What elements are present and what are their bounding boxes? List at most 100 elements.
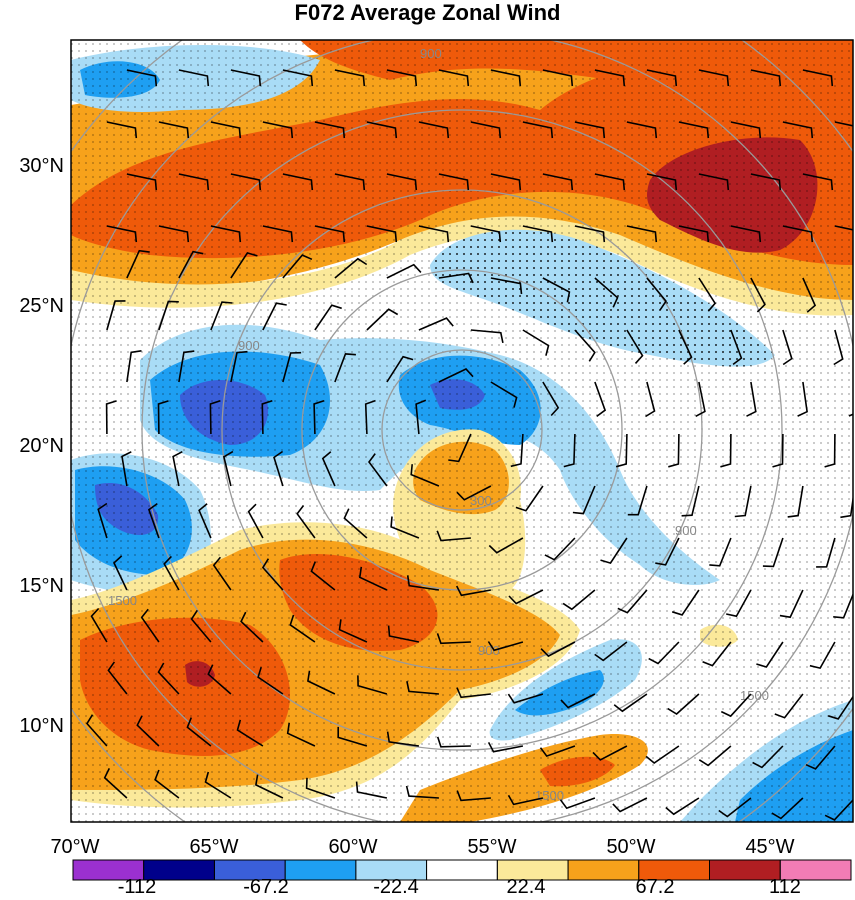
wind-barb bbox=[645, 381, 656, 418]
wind-barb bbox=[262, 121, 294, 139]
wind-barb bbox=[415, 399, 427, 435]
wind-barb bbox=[338, 619, 368, 643]
lon-label-50w: 50°W bbox=[606, 836, 655, 858]
distance-ring bbox=[381, 349, 543, 511]
wind-barb bbox=[805, 745, 836, 770]
wind-barb bbox=[782, 329, 793, 366]
wind-barb bbox=[418, 225, 450, 243]
wind-barb bbox=[358, 566, 388, 591]
wind-barb bbox=[222, 450, 234, 487]
wind-barb bbox=[364, 399, 376, 435]
wind-barb bbox=[357, 675, 388, 695]
wind-barb bbox=[105, 400, 117, 435]
wind-barb bbox=[720, 693, 752, 718]
wind-barb bbox=[726, 589, 752, 618]
wind-barb bbox=[626, 329, 644, 364]
ring-label: 1500 bbox=[108, 593, 137, 608]
wind-barb bbox=[522, 121, 554, 139]
ring-label: 300 bbox=[470, 493, 492, 508]
wind-barb bbox=[438, 69, 470, 87]
wind-barb bbox=[334, 173, 366, 191]
wind-barb bbox=[418, 121, 450, 139]
wind-barb bbox=[515, 485, 544, 512]
wind-barb bbox=[286, 722, 316, 747]
wind-barb bbox=[210, 301, 233, 331]
lat-label-30n: 30°N bbox=[19, 155, 64, 177]
wind-barb bbox=[787, 485, 804, 518]
wind-barb bbox=[386, 69, 418, 87]
wind-barb bbox=[438, 272, 474, 284]
wind-barb bbox=[646, 277, 667, 311]
lon-label-60w: 60°W bbox=[328, 836, 377, 858]
wind-barb bbox=[802, 173, 834, 191]
wind-barb bbox=[594, 69, 626, 87]
colorbar-swatch bbox=[567, 859, 640, 881]
wind-barb bbox=[136, 715, 160, 747]
colorbar-swatch bbox=[426, 859, 498, 881]
wind-barb bbox=[746, 381, 757, 417]
wind-barb bbox=[438, 173, 470, 191]
wind-barb bbox=[386, 355, 414, 383]
wind-barb bbox=[522, 329, 550, 356]
wind-barb bbox=[648, 641, 680, 665]
wind-barb bbox=[470, 329, 504, 344]
wind-barb bbox=[448, 433, 472, 463]
wind-barb bbox=[562, 589, 596, 611]
wind-barb bbox=[698, 173, 730, 191]
wind-barb bbox=[490, 277, 523, 295]
wind-barb bbox=[107, 661, 128, 695]
wind-barb bbox=[698, 745, 732, 767]
colorbar-label-1: -112 bbox=[118, 876, 157, 898]
wind-barb bbox=[386, 263, 422, 279]
wind-barb bbox=[508, 589, 544, 605]
wind-barb bbox=[522, 225, 554, 243]
wind-barb bbox=[730, 329, 743, 366]
wind-barb bbox=[438, 368, 474, 383]
wind-barbs bbox=[86, 69, 853, 821]
wind-barb bbox=[750, 277, 766, 313]
wind-barb bbox=[262, 225, 294, 243]
lon-label-70w: 70°W bbox=[50, 836, 99, 858]
wind-barb bbox=[720, 433, 732, 468]
wind-barb bbox=[212, 556, 232, 591]
wind-barb bbox=[612, 797, 648, 813]
wind-barb bbox=[343, 508, 368, 539]
wind-barb bbox=[695, 381, 706, 418]
wind-barb bbox=[207, 664, 232, 695]
wind-barb bbox=[542, 173, 574, 191]
wind-barb bbox=[240, 611, 264, 643]
wind-barb bbox=[698, 69, 730, 87]
wind-barb bbox=[255, 774, 284, 799]
lon-label-55w: 55°W bbox=[467, 836, 516, 858]
wind-barb bbox=[186, 717, 212, 747]
stipple-overlay bbox=[71, 40, 853, 822]
wind-barb bbox=[261, 558, 284, 591]
wind-barb bbox=[702, 641, 732, 667]
wind-barb bbox=[626, 225, 658, 243]
wind-barb bbox=[762, 537, 784, 568]
colorbar-label-6: 112 bbox=[769, 876, 801, 898]
wind-barb bbox=[668, 433, 680, 468]
wind-barb bbox=[230, 251, 258, 279]
ring-label: 900 bbox=[478, 643, 500, 658]
wind-barb bbox=[296, 505, 316, 539]
wind-barb bbox=[594, 381, 607, 418]
wind-barb bbox=[436, 736, 471, 748]
wind-barb bbox=[418, 317, 454, 331]
wind-barb bbox=[594, 277, 619, 308]
wind-barb bbox=[772, 433, 784, 468]
wind-barb bbox=[282, 351, 302, 383]
wind-barb bbox=[178, 350, 195, 383]
wind-barb bbox=[507, 693, 544, 704]
wind-barb bbox=[678, 121, 710, 139]
wind-barb bbox=[779, 589, 804, 619]
ring-label: 1500 bbox=[740, 688, 769, 703]
wind-barb bbox=[539, 745, 576, 758]
wind-barb bbox=[456, 790, 491, 802]
wind-barb bbox=[671, 589, 700, 616]
wind-barb bbox=[574, 121, 606, 139]
wind-barb bbox=[487, 641, 524, 652]
wind-barb bbox=[334, 353, 356, 383]
wind-barb bbox=[113, 555, 128, 591]
